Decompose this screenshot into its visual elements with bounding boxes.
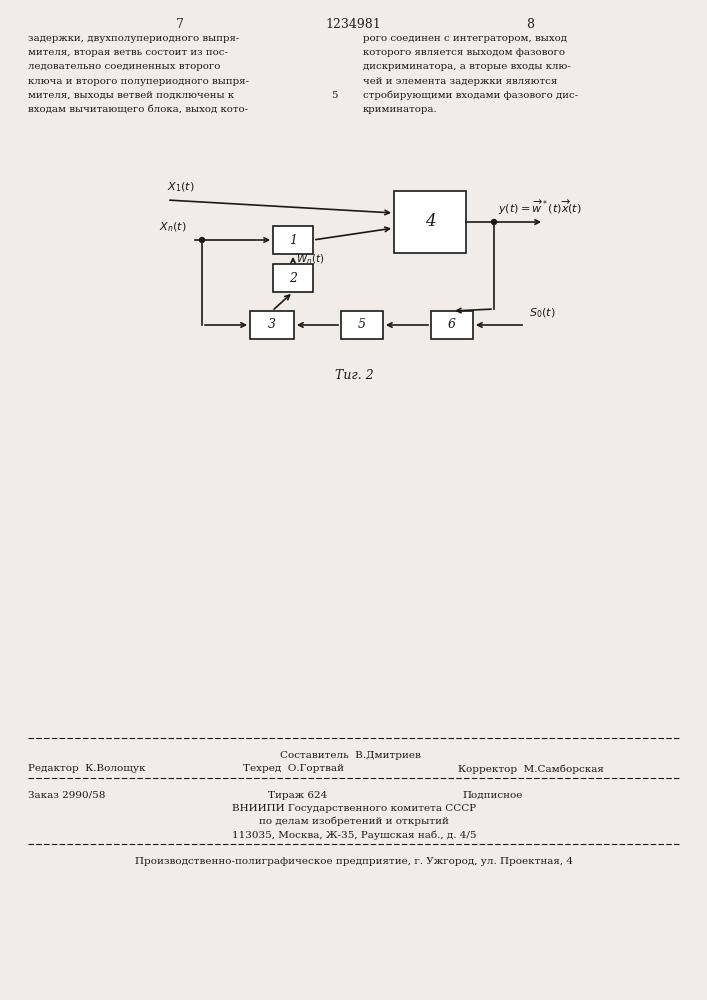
Text: $S_0(t)$: $S_0(t)$ — [529, 306, 556, 320]
Bar — [273, 264, 313, 292]
Text: задержки, двухполупериодного выпря-: задержки, двухполупериодного выпря- — [28, 34, 240, 43]
Text: которого является выходом фазового: которого является выходом фазового — [363, 48, 565, 57]
Text: $W_n(t)$: $W_n(t)$ — [296, 252, 325, 266]
Bar — [431, 311, 473, 339]
Text: Техред  О.Гортвай: Техред О.Гортвай — [243, 764, 344, 773]
Circle shape — [491, 220, 496, 225]
Text: Редактор  К.Волощук: Редактор К.Волощук — [28, 764, 146, 773]
Text: $X_1(t)$: $X_1(t)$ — [167, 180, 194, 194]
Text: криминатора.: криминатора. — [363, 105, 438, 114]
Text: 1: 1 — [289, 233, 297, 246]
Text: 3: 3 — [268, 318, 276, 332]
Text: 7: 7 — [176, 18, 184, 31]
Text: 4: 4 — [425, 214, 436, 231]
Text: рого соединен с интегратором, выход: рого соединен с интегратором, выход — [363, 34, 567, 43]
Text: Составитель  В.Дмитриев: Составитель В.Дмитриев — [280, 751, 421, 760]
Bar — [394, 191, 466, 253]
Text: входам вычитающего блока, выход кото-: входам вычитающего блока, выход кото- — [28, 105, 248, 114]
Text: дискриминатора, а вторые входы клю-: дискриминатора, а вторые входы клю- — [363, 62, 571, 71]
Text: Τиг. 2: Τиг. 2 — [334, 369, 373, 382]
Text: 5: 5 — [332, 91, 338, 100]
Text: Заказ 2990/58: Заказ 2990/58 — [28, 791, 105, 800]
Text: 5: 5 — [358, 318, 366, 332]
Text: $X_n(t)$: $X_n(t)$ — [159, 220, 187, 234]
Text: стробирующими входами фазового дис-: стробирующими входами фазового дис- — [363, 91, 578, 100]
Text: мителя, выходы ветвей подключены к: мителя, выходы ветвей подключены к — [28, 91, 234, 100]
Text: 113035, Москва, Ж-35, Раушская наб., д. 4/5: 113035, Москва, Ж-35, Раушская наб., д. … — [232, 830, 477, 840]
Text: чей и элемента задержки являются: чей и элемента задержки являются — [363, 77, 557, 86]
Text: Корректор  М.Самборская: Корректор М.Самборская — [458, 764, 604, 774]
Text: ледовательно соединенных второго: ледовательно соединенных второго — [28, 62, 221, 71]
Bar — [273, 226, 313, 254]
Text: мителя, вторая ветвь состоит из пос-: мителя, вторая ветвь состоит из пос- — [28, 48, 228, 57]
Text: 1234981: 1234981 — [325, 18, 381, 31]
Text: 8: 8 — [526, 18, 534, 31]
Text: $y(t){=}\overrightarrow{w}^*(t)\overrightarrow{x}(t)$: $y(t){=}\overrightarrow{w}^*(t)\overrigh… — [498, 199, 582, 217]
Text: Тираж 624: Тираж 624 — [268, 791, 327, 800]
Bar — [250, 311, 294, 339]
Bar — [341, 311, 383, 339]
Text: 6: 6 — [448, 318, 456, 332]
Text: по делам изобретений и открытий: по делам изобретений и открытий — [259, 817, 449, 826]
Text: 2: 2 — [289, 271, 297, 284]
Text: ключа и второго полупериодного выпря-: ключа и второго полупериодного выпря- — [28, 77, 249, 86]
Text: ВНИИПИ Государственного комитета СССР: ВНИИПИ Государственного комитета СССР — [232, 804, 476, 813]
Text: Подписное: Подписное — [462, 791, 522, 800]
Circle shape — [199, 237, 204, 242]
Text: Производственно-полиграфическое предприятие, г. Ужгород, ул. Проектная, 4: Производственно-полиграфическое предприя… — [135, 857, 573, 866]
